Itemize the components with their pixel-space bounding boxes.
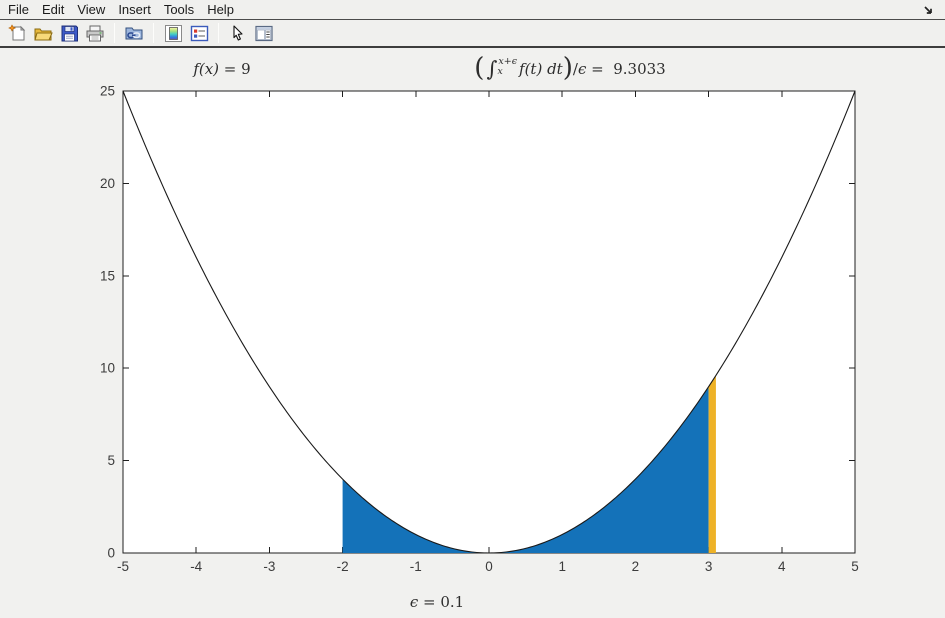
edit-plot-button[interactable]: [226, 21, 250, 45]
save-icon: [61, 25, 78, 41]
svg-text:5: 5: [107, 453, 115, 468]
new-document-icon: [7, 23, 25, 40]
title-left-function: f(x): [193, 60, 220, 78]
new-figure-button[interactable]: [5, 21, 29, 45]
menu-edit[interactable]: Edit: [41, 2, 65, 17]
lower-limit: x: [497, 66, 503, 77]
toolbar-separator: [153, 23, 154, 43]
dock-figure-button[interactable]: [921, 3, 935, 17]
property-inspector-icon: [255, 25, 273, 41]
title-left-value: 9: [241, 60, 251, 78]
svg-text:20: 20: [100, 176, 115, 191]
svg-text:-2: -2: [337, 559, 349, 574]
svg-text:-5: -5: [117, 559, 129, 574]
integral-area-fill: [342, 386, 709, 553]
toolbar-separator: [218, 23, 219, 43]
svg-text:5: 5: [851, 559, 859, 574]
print-button[interactable]: [83, 21, 107, 45]
plot-svg: -5 -4 -3 -2 -1 0 1 2 3 4 5 0 5 10 15 20 25: [100, 84, 859, 575]
x-axis-label: ϵ = 0.1: [409, 593, 465, 611]
link-plot-button[interactable]: [122, 21, 146, 45]
figure-toolbar: [0, 20, 945, 48]
dock-arrow-icon: [924, 6, 932, 14]
svg-text:-4: -4: [190, 559, 202, 574]
integral-limits: x+ϵ x: [497, 55, 518, 78]
menu-tools[interactable]: Tools: [163, 2, 195, 17]
menu-file[interactable]: File: [8, 2, 29, 17]
svg-text:25: 25: [100, 84, 115, 99]
menu-insert[interactable]: Insert: [118, 2, 151, 17]
save-button[interactable]: [57, 21, 81, 45]
epsilon-strip-fill: [708, 375, 716, 553]
plot-title-left: f(x) = 9: [193, 60, 251, 78]
link-plot-icon: [125, 27, 143, 39]
svg-text:0: 0: [485, 559, 493, 574]
function-curve: [122, 90, 856, 554]
svg-text:1: 1: [558, 559, 566, 574]
svg-text:4: 4: [778, 559, 786, 574]
svg-text:2: 2: [632, 559, 640, 574]
left-paren: (: [474, 53, 485, 83]
integral-sign: ∫: [486, 56, 498, 81]
menu-help[interactable]: Help: [207, 2, 234, 17]
toolbar-separator: [114, 23, 115, 43]
insert-legend-icon: [190, 25, 208, 41]
insert-colorbar-icon: [164, 24, 182, 42]
insert-legend-button[interactable]: [187, 21, 211, 45]
open-folder-icon: [34, 28, 53, 40]
menu-view[interactable]: View: [77, 2, 106, 17]
print-icon: [86, 25, 104, 41]
property-inspector-button[interactable]: [252, 21, 276, 45]
svg-text:10: 10: [100, 361, 115, 376]
epsilon-symbol: ϵ: [577, 60, 587, 78]
svg-text:-3: -3: [263, 559, 275, 574]
open-file-button[interactable]: [31, 21, 55, 45]
figure-canvas: -5 -4 -3 -2 -1 0 1 2 3 4 5 0 5 10 15 20 25 f(x) = 9 ( ∫ …: [0, 50, 945, 618]
average-value: 9.3033: [613, 60, 666, 78]
epsilon-symbol: ϵ: [409, 593, 419, 611]
svg-text:15: 15: [100, 268, 115, 283]
insert-colorbar-button[interactable]: [161, 21, 185, 45]
menu-bar: File Edit View Insert Tools Help: [0, 0, 945, 20]
integrand: f(t) dt: [519, 60, 563, 78]
edit-plot-arrow-icon: [233, 24, 243, 41]
svg-text:3: 3: [705, 559, 713, 574]
epsilon-value: 0.1: [440, 593, 465, 611]
svg-text:-1: -1: [410, 559, 422, 574]
slash: /: [572, 60, 578, 78]
svg-text:0: 0: [107, 546, 115, 561]
upper-limit: x+ϵ: [498, 55, 518, 67]
right-paren: ): [562, 53, 573, 83]
plot-title-right: ( ∫ x+ϵ x f(t) dt ) / ϵ = 9.3033: [474, 53, 666, 83]
